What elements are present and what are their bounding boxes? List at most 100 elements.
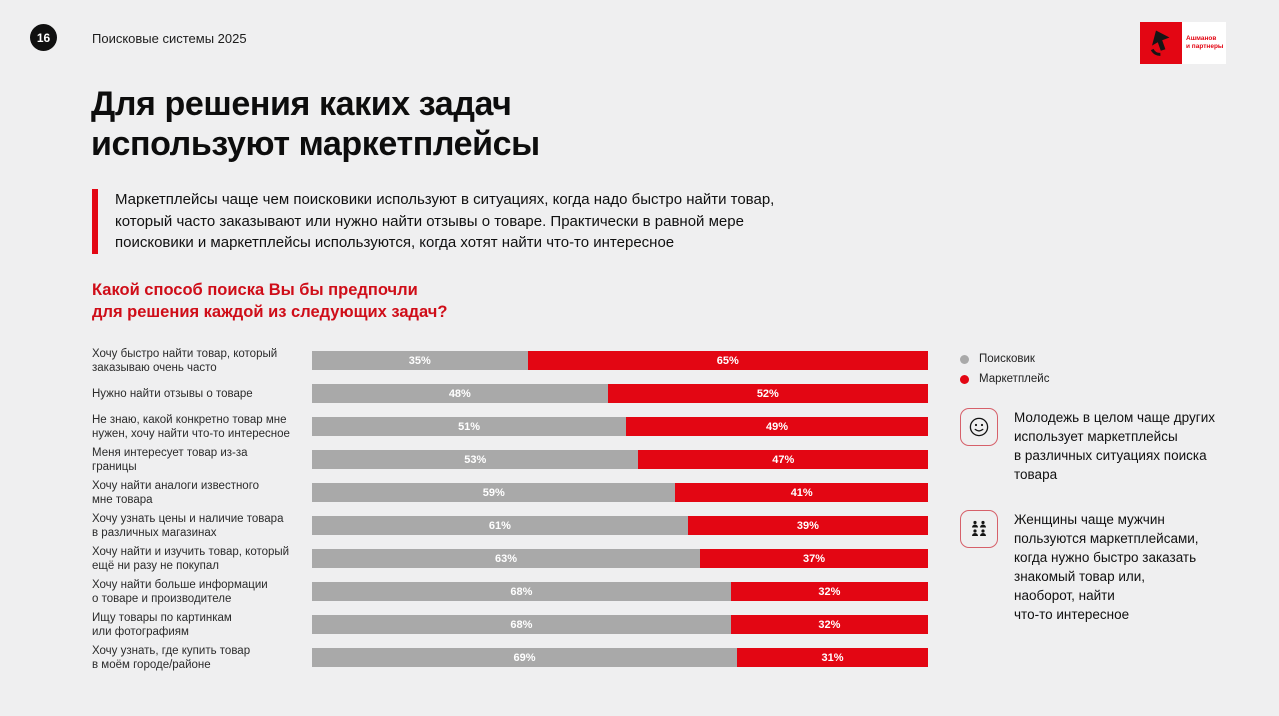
insights-panel: Молодежь в целом чаще других использует … [960,408,1242,650]
logo-word-1: Ашманов [1186,35,1217,42]
legend-item-marketplace: Маркетплейс [960,369,1049,389]
summary-quote: Маркетплейсы чаще чем поисковики использ… [92,189,774,254]
insight-text: Молодежь в целом чаще других использует … [1014,410,1215,482]
bar-segment-Поисковик: 68% [312,615,731,634]
value-label: 63% [495,552,518,565]
stacked-bar-chart: Хочу быстро найти товар, который заказыв… [92,344,928,674]
bar-segment-Маркетплейс: 39% [687,516,928,535]
cursor-icon [1145,25,1177,62]
chart-row: Хочу найти больше информации о товаре и … [92,575,928,608]
legend-dot-red [960,374,969,384]
bar-segment-Поисковик: 51% [312,417,627,436]
value-label: 49% [766,420,789,433]
insight-women: Женщины чаще мужчин пользуются маркетпле… [960,510,1242,624]
category-label: Хочу узнать, где купить товар в моём гор… [92,644,251,671]
bar-segment-Маркетплейс: 52% [607,384,928,403]
chart-row: Хочу узнать цены и наличие товара в разл… [92,509,928,542]
bar-segment-Поисковик: 35% [312,351,528,370]
value-label: 35% [408,354,431,367]
chart-row: Нужно найти отзывы о товаре 48% 52% [92,377,928,410]
category-label: Хочу узнать цены и наличие товара в разл… [92,512,284,539]
legend-item-searcher: Поисковик [960,349,1049,369]
bar-segment-Поисковик: 63% [312,549,701,568]
chart-row: Меня интересует товар из-за границы 53% 47… [92,443,928,476]
insight-text: Женщины чаще мужчин пользуются маркетпле… [1014,512,1199,622]
bar-segment-Маркетплейс: 49% [626,417,928,436]
legend-label: Поисковик [979,353,1035,365]
people-group-icon [960,510,998,548]
value-label: 68% [510,585,533,598]
value-label: 47% [772,453,795,466]
chart-row: Хочу быстро найти товар, который заказыв… [92,344,928,377]
value-label: 48% [448,387,471,400]
stacked-bar: 68% 32% [312,615,928,634]
bar-segment-Поисковик: 59% [312,483,676,502]
stacked-bar: 51% 49% [312,417,928,436]
stacked-bar: 63% 37% [312,549,928,568]
page-number: 16 [36,30,51,45]
bar-segment-Поисковик: 68% [312,582,731,601]
value-label: 65% [716,354,739,367]
stacked-bar: 35% 65% [312,351,928,370]
category-label: Меня интересует товар из-за границы [92,446,248,473]
insight-youth: Молодежь в целом чаще других использует … [960,408,1242,484]
value-label: 31% [821,651,844,664]
bar-segment-Поисковик: 69% [312,648,738,667]
category-label: Хочу найти аналоги известного мне товара [92,479,260,506]
survey-question: Какой способ поиска Вы бы предпочли для … [92,281,448,321]
value-label: 52% [756,387,779,400]
bar-segment-Маркетплейс: 32% [730,582,928,601]
bar-segment-Маркетплейс: 65% [527,351,928,370]
category-label: Хочу найти и изучить товар, который ещё … [92,545,290,572]
bar-segment-Поисковик: 48% [312,384,608,403]
legend-dot-gray [960,354,969,364]
value-label: 68% [510,618,533,631]
page-number-badge: 16 [30,24,57,51]
chart-row: Ищу товары по картинкам или фотографиям 6… [92,608,928,641]
stacked-bar: 53% 47% [312,450,928,469]
chart-row: Хочу найти и изучить товар, который ещё … [92,542,928,575]
legend-label: Маркетплейс [979,373,1050,385]
slide-title: Для решения каких задач используют марке… [91,85,540,163]
value-label: 41% [790,486,813,499]
chart-legend: Поисковик Маркетплейс [960,349,1049,389]
value-label: 32% [818,585,841,598]
category-label: Хочу быстро найти товар, который заказыв… [92,347,278,374]
stacked-bar: 69% 31% [312,648,928,667]
logo-mark [1140,22,1182,64]
bar-segment-Поисковик: 53% [312,450,639,469]
quote-text: Маркетплейсы чаще чем поисковики использ… [115,191,775,251]
bar-segment-Маркетплейс: 32% [730,615,928,634]
value-label: 69% [513,651,536,664]
bar-segment-Маркетплейс: 41% [675,483,928,502]
value-label: 51% [458,420,481,433]
stacked-bar: 59% 41% [312,483,928,502]
value-label: 32% [818,618,841,631]
smiley-icon [960,408,998,446]
bar-segment-Поисковик: 61% [312,516,688,535]
stacked-bar: 61% 39% [312,516,928,535]
value-label: 61% [488,519,511,532]
bar-segment-Маркетплейс: 37% [700,549,928,568]
chart-row: Хочу найти аналоги известного мне товара… [92,476,928,509]
category-label: Не знаю, какой конкретно товар мне нужен… [92,413,290,440]
category-label: Хочу найти больше информации о товаре и … [92,578,268,605]
value-label: 53% [464,453,487,466]
quote-accent-bar [92,189,98,254]
category-label: Ищу товары по картинкам или фотографиям [92,611,232,638]
bar-segment-Маркетплейс: 47% [638,450,928,469]
logo-word-2: и партнеры [1186,43,1224,50]
stacked-bar: 48% 52% [312,384,928,403]
chart-row: Не знаю, какой конкретно товар мне нужен… [92,410,928,443]
value-label: 39% [796,519,819,532]
stacked-bar: 68% 32% [312,582,928,601]
report-name: Поисковые системы 2025 [92,31,247,46]
logo-wordmark: Ашманов и партнеры [1182,22,1226,64]
chart-row: Хочу узнать, где купить товар в моём гор… [92,641,928,674]
category-label: Нужно найти отзывы о товаре [92,387,253,400]
bar-segment-Маркетплейс: 31% [737,648,928,667]
value-label: 37% [803,552,826,565]
company-logo: Ашманов и партнеры [1140,22,1226,64]
value-label: 59% [482,486,505,499]
